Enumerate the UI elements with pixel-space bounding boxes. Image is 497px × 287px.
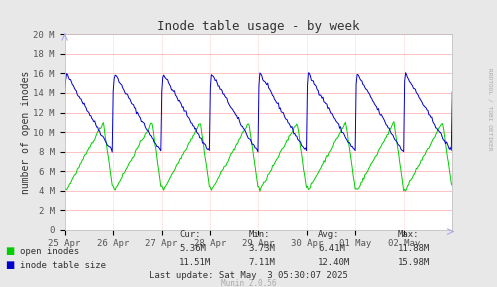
open inodes <box>391 120 397 123</box>
Text: 11.51M: 11.51M <box>179 259 211 267</box>
Text: 12.40M: 12.40M <box>318 259 350 267</box>
Text: 5.36M: 5.36M <box>179 244 206 253</box>
inode table size <box>344 139 350 143</box>
Text: 15.98M: 15.98M <box>398 259 430 267</box>
inode table size <box>449 90 455 94</box>
inode table size <box>109 150 115 154</box>
inode table size <box>307 71 313 75</box>
Line: inode table size: inode table size <box>65 73 452 152</box>
Text: Munin 2.0.56: Munin 2.0.56 <box>221 279 276 287</box>
Text: Min:: Min: <box>248 230 270 239</box>
Text: 6.41M: 6.41M <box>318 244 345 253</box>
Text: open inodes: open inodes <box>20 247 79 256</box>
inode table size <box>108 147 114 150</box>
Text: 7.11M: 7.11M <box>248 259 275 267</box>
Text: 11.88M: 11.88M <box>398 244 430 253</box>
open inodes <box>257 189 263 193</box>
inode table size <box>216 84 222 88</box>
Text: Avg:: Avg: <box>318 230 339 239</box>
inode table size <box>62 91 68 94</box>
Text: inode table size: inode table size <box>20 261 106 270</box>
open inodes <box>342 121 348 124</box>
open inodes <box>62 185 68 189</box>
open inodes <box>307 187 313 191</box>
open inodes <box>344 131 350 135</box>
Line: open inodes: open inodes <box>65 122 452 191</box>
open inodes <box>215 176 221 180</box>
open inodes <box>108 177 114 180</box>
Y-axis label: number of open inodes: number of open inodes <box>20 70 31 194</box>
Text: RRDTOOL / TOBI OETIKER: RRDTOOL / TOBI OETIKER <box>487 68 492 150</box>
inode table size <box>403 71 409 74</box>
Text: ■: ■ <box>5 246 14 256</box>
Text: 3.73M: 3.73M <box>248 244 275 253</box>
open inodes <box>449 184 455 187</box>
open inodes <box>188 137 194 141</box>
Text: ■: ■ <box>5 261 14 270</box>
Text: Cur:: Cur: <box>179 230 200 239</box>
Text: Last update: Sat May  3 05:30:07 2025: Last update: Sat May 3 05:30:07 2025 <box>149 271 348 280</box>
Text: Max:: Max: <box>398 230 419 239</box>
Title: Inode table usage - by week: Inode table usage - by week <box>157 20 360 33</box>
inode table size <box>342 136 348 139</box>
inode table size <box>189 121 195 125</box>
